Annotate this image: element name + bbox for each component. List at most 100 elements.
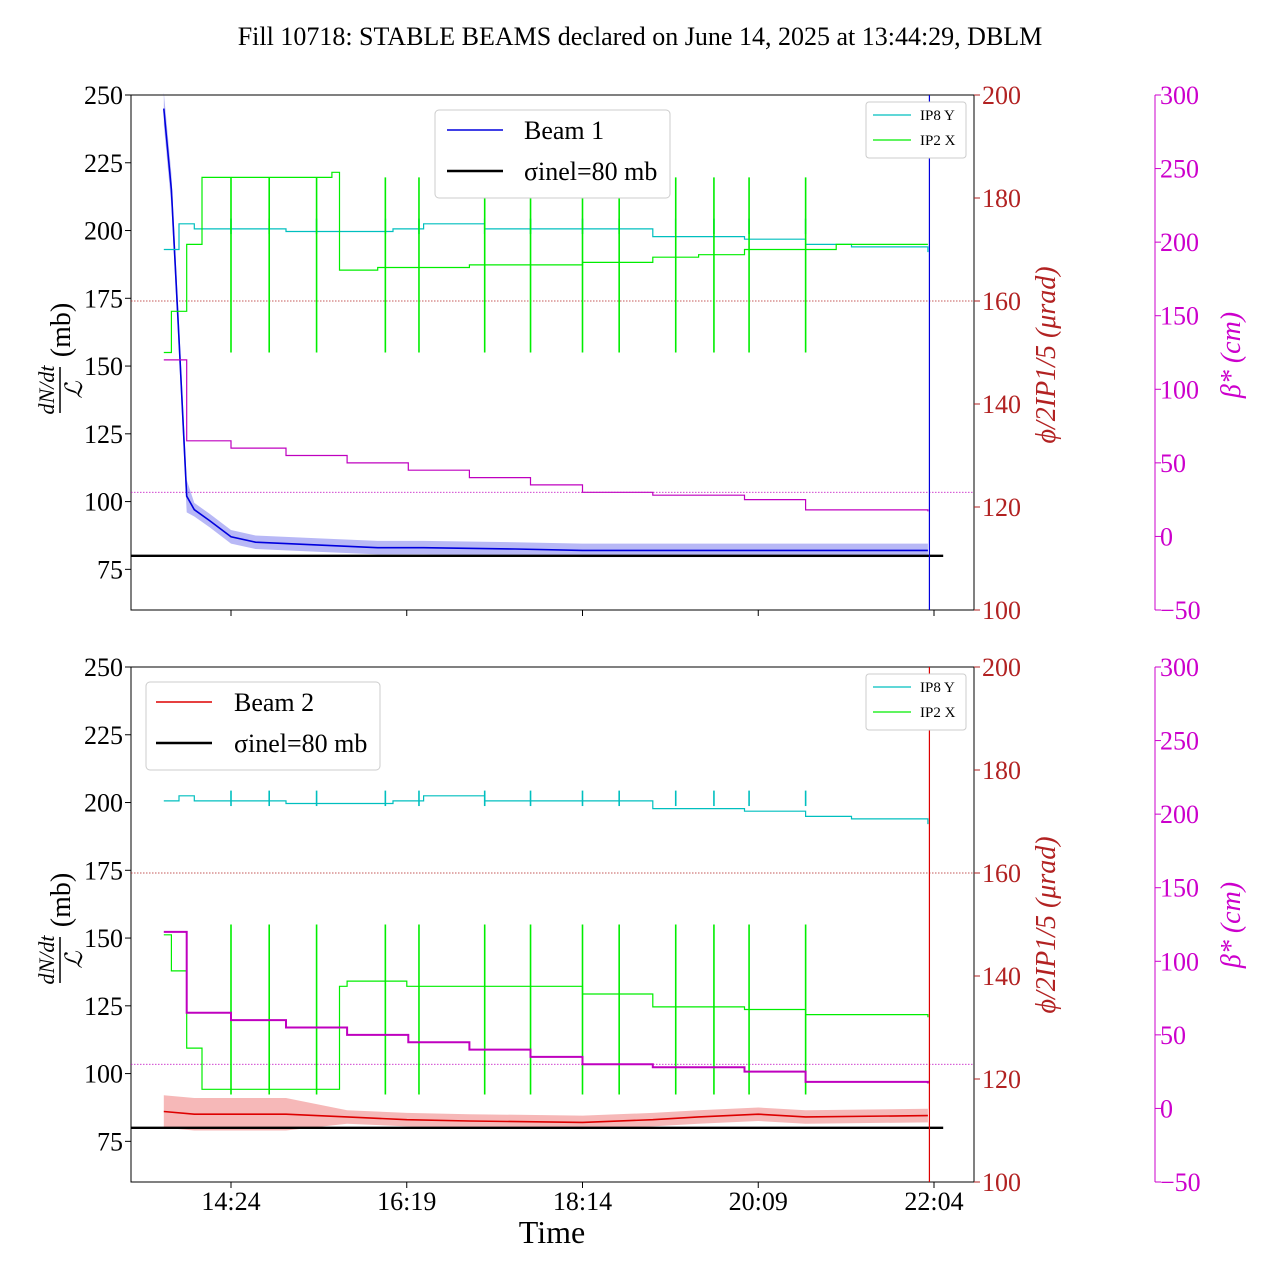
beta-axis-label: β* (cm) bbox=[1216, 312, 1247, 399]
left-tick-label: 100 bbox=[84, 488, 123, 517]
legend-label-ref: σinel=80 mb bbox=[524, 157, 657, 186]
series-beam1 bbox=[163, 108, 928, 552]
beta-tick-label: 300 bbox=[1160, 81, 1199, 110]
plot-frame bbox=[130, 94, 975, 611]
panel-bottom: 75 100 125 150 175 200 225 250 100 120 140 160 180 2… bbox=[34, 653, 1247, 1216]
legend-label-beam: Beam 1 bbox=[524, 116, 604, 145]
left-tick-label: 125 bbox=[84, 992, 123, 1021]
x-tick-label: 14:24 bbox=[201, 1187, 260, 1216]
beta-tick-label: −50 bbox=[1160, 1168, 1201, 1197]
phi-tick-label: 100 bbox=[982, 1168, 1021, 1197]
x-tick-label: 20:09 bbox=[729, 1187, 788, 1216]
series-ip2x bbox=[163, 171, 928, 354]
legend-label-ip2: IP2 X bbox=[920, 705, 956, 721]
series-layer bbox=[131, 667, 974, 1188]
left-label-unit: (mb) bbox=[46, 303, 77, 357]
phi-tick-label: 120 bbox=[982, 1065, 1021, 1094]
legend-label-ip2: IP2 X bbox=[920, 133, 956, 149]
beta-axis-label: β* (cm) bbox=[1216, 882, 1247, 969]
phi-tick-label: 200 bbox=[982, 81, 1021, 110]
beta-tick-label: 200 bbox=[1160, 800, 1199, 829]
legend-small: IP8 Y IP2 X bbox=[865, 673, 967, 731]
beta-tick-label: 150 bbox=[1160, 302, 1199, 331]
left-axis-label: dN/dt ℒ (mb) bbox=[34, 303, 88, 415]
left-tick-label: 150 bbox=[84, 352, 123, 381]
legend-label-beam: Beam 2 bbox=[234, 688, 314, 717]
left-axis: 75 100 125 150 175 200 225 250 bbox=[84, 81, 131, 584]
left-tick-label: 175 bbox=[84, 856, 123, 885]
beta-tick-label: 50 bbox=[1160, 449, 1186, 478]
left-label-num: dN/dt bbox=[34, 365, 59, 415]
beta-tick-label: 0 bbox=[1160, 522, 1173, 551]
series-layer bbox=[131, 92, 974, 616]
series-beam2 bbox=[163, 1110, 928, 1124]
phi-tick-label: 100 bbox=[982, 596, 1021, 625]
left-axis-label: dN/dt ℒ (mb) bbox=[34, 873, 88, 985]
plot-frame bbox=[130, 666, 975, 1183]
left-tick-label: 100 bbox=[84, 1060, 123, 1089]
left-tick-label: 75 bbox=[97, 1127, 123, 1156]
legend-main: Beam 1 σinel=80 mb bbox=[434, 109, 671, 199]
phi-tick-label: 140 bbox=[982, 390, 1021, 419]
left-tick-label: 150 bbox=[84, 924, 123, 953]
beta-tick-label: 100 bbox=[1160, 375, 1199, 404]
legend-main: Beam 2 σinel=80 mb bbox=[145, 681, 381, 771]
phi-tick-label: 180 bbox=[982, 756, 1021, 785]
phi-tick-label: 140 bbox=[982, 962, 1021, 991]
series-ip8y bbox=[163, 223, 929, 253]
left-tick-label: 125 bbox=[84, 420, 123, 449]
beta-tick-label: −50 bbox=[1160, 596, 1201, 625]
beta-tick-label: 100 bbox=[1160, 947, 1199, 976]
phi-tick-label: 160 bbox=[982, 859, 1021, 888]
series-beta bbox=[163, 359, 929, 512]
series-ip2x bbox=[163, 934, 929, 1090]
panel-top: 75 100 125 150 175 200 225 250 100 120 140 160 180 2… bbox=[34, 81, 1247, 625]
left-label-unit: (mb) bbox=[46, 873, 77, 927]
legend-label-ip8: IP8 Y bbox=[920, 108, 955, 124]
legend-label-ref: σinel=80 mb bbox=[234, 729, 367, 758]
x-tick-label: 16:19 bbox=[377, 1187, 436, 1216]
beta-axis: −50 0 50 100 150 200 250 300 bbox=[1154, 653, 1201, 1197]
beta-tick-label: 300 bbox=[1160, 653, 1199, 682]
left-tick-label: 75 bbox=[97, 555, 123, 584]
left-tick-label: 175 bbox=[84, 284, 123, 313]
phi-tick-label: 120 bbox=[982, 493, 1021, 522]
left-tick-label: 250 bbox=[84, 81, 123, 110]
beta-tick-label: 0 bbox=[1160, 1094, 1173, 1123]
left-tick-label: 225 bbox=[84, 149, 123, 178]
series-band bbox=[163, 1095, 928, 1131]
phi-axis-label: ϕ/2IP1/5 (μrad) bbox=[1031, 266, 1062, 443]
phi-tick-label: 160 bbox=[982, 287, 1021, 316]
left-axis: 75 100 125 150 175 200 225 250 bbox=[84, 653, 131, 1156]
legend-box bbox=[145, 681, 381, 771]
series-ip8y bbox=[163, 795, 929, 825]
left-tick-label: 200 bbox=[84, 789, 123, 818]
legend-box bbox=[434, 109, 671, 199]
phi-axis: 100 120 140 160 180 200 bbox=[974, 653, 1021, 1197]
left-tick-label: 250 bbox=[84, 653, 123, 682]
legend-small-box bbox=[865, 101, 967, 159]
left-label-den: ℒ bbox=[62, 381, 88, 399]
left-tick-label: 225 bbox=[84, 721, 123, 750]
legend-small: IP8 Y IP2 X bbox=[865, 101, 967, 159]
chart-title: Fill 10718: STABLE BEAMS declared on Jun… bbox=[238, 22, 1043, 51]
beta-axis: −50 0 50 100 150 200 250 300 bbox=[1154, 81, 1201, 625]
phi-axis-label: ϕ/2IP1/5 (μrad) bbox=[1031, 836, 1062, 1013]
legend-label-ip8: IP8 Y bbox=[920, 680, 955, 696]
series-beta bbox=[163, 930, 929, 1084]
x-axis-label: Time bbox=[519, 1214, 585, 1250]
left-label-den: ℒ bbox=[62, 951, 88, 969]
x-tick-label: 22:04 bbox=[904, 1187, 963, 1216]
beta-tick-label: 200 bbox=[1160, 228, 1199, 257]
beta-tick-label: 150 bbox=[1160, 874, 1199, 903]
beta-tick-label: 250 bbox=[1160, 155, 1199, 184]
left-label-num: dN/dt bbox=[34, 935, 59, 985]
x-tick-label: 18:14 bbox=[553, 1187, 612, 1216]
x-axis: 14:24 16:19 18:14 20:09 22:04 bbox=[201, 1187, 963, 1216]
legend-small-box bbox=[865, 673, 967, 731]
phi-tick-label: 200 bbox=[982, 653, 1021, 682]
phi-tick-label: 180 bbox=[982, 184, 1021, 213]
beta-tick-label: 50 bbox=[1160, 1021, 1186, 1050]
beta-tick-label: 250 bbox=[1160, 727, 1199, 756]
